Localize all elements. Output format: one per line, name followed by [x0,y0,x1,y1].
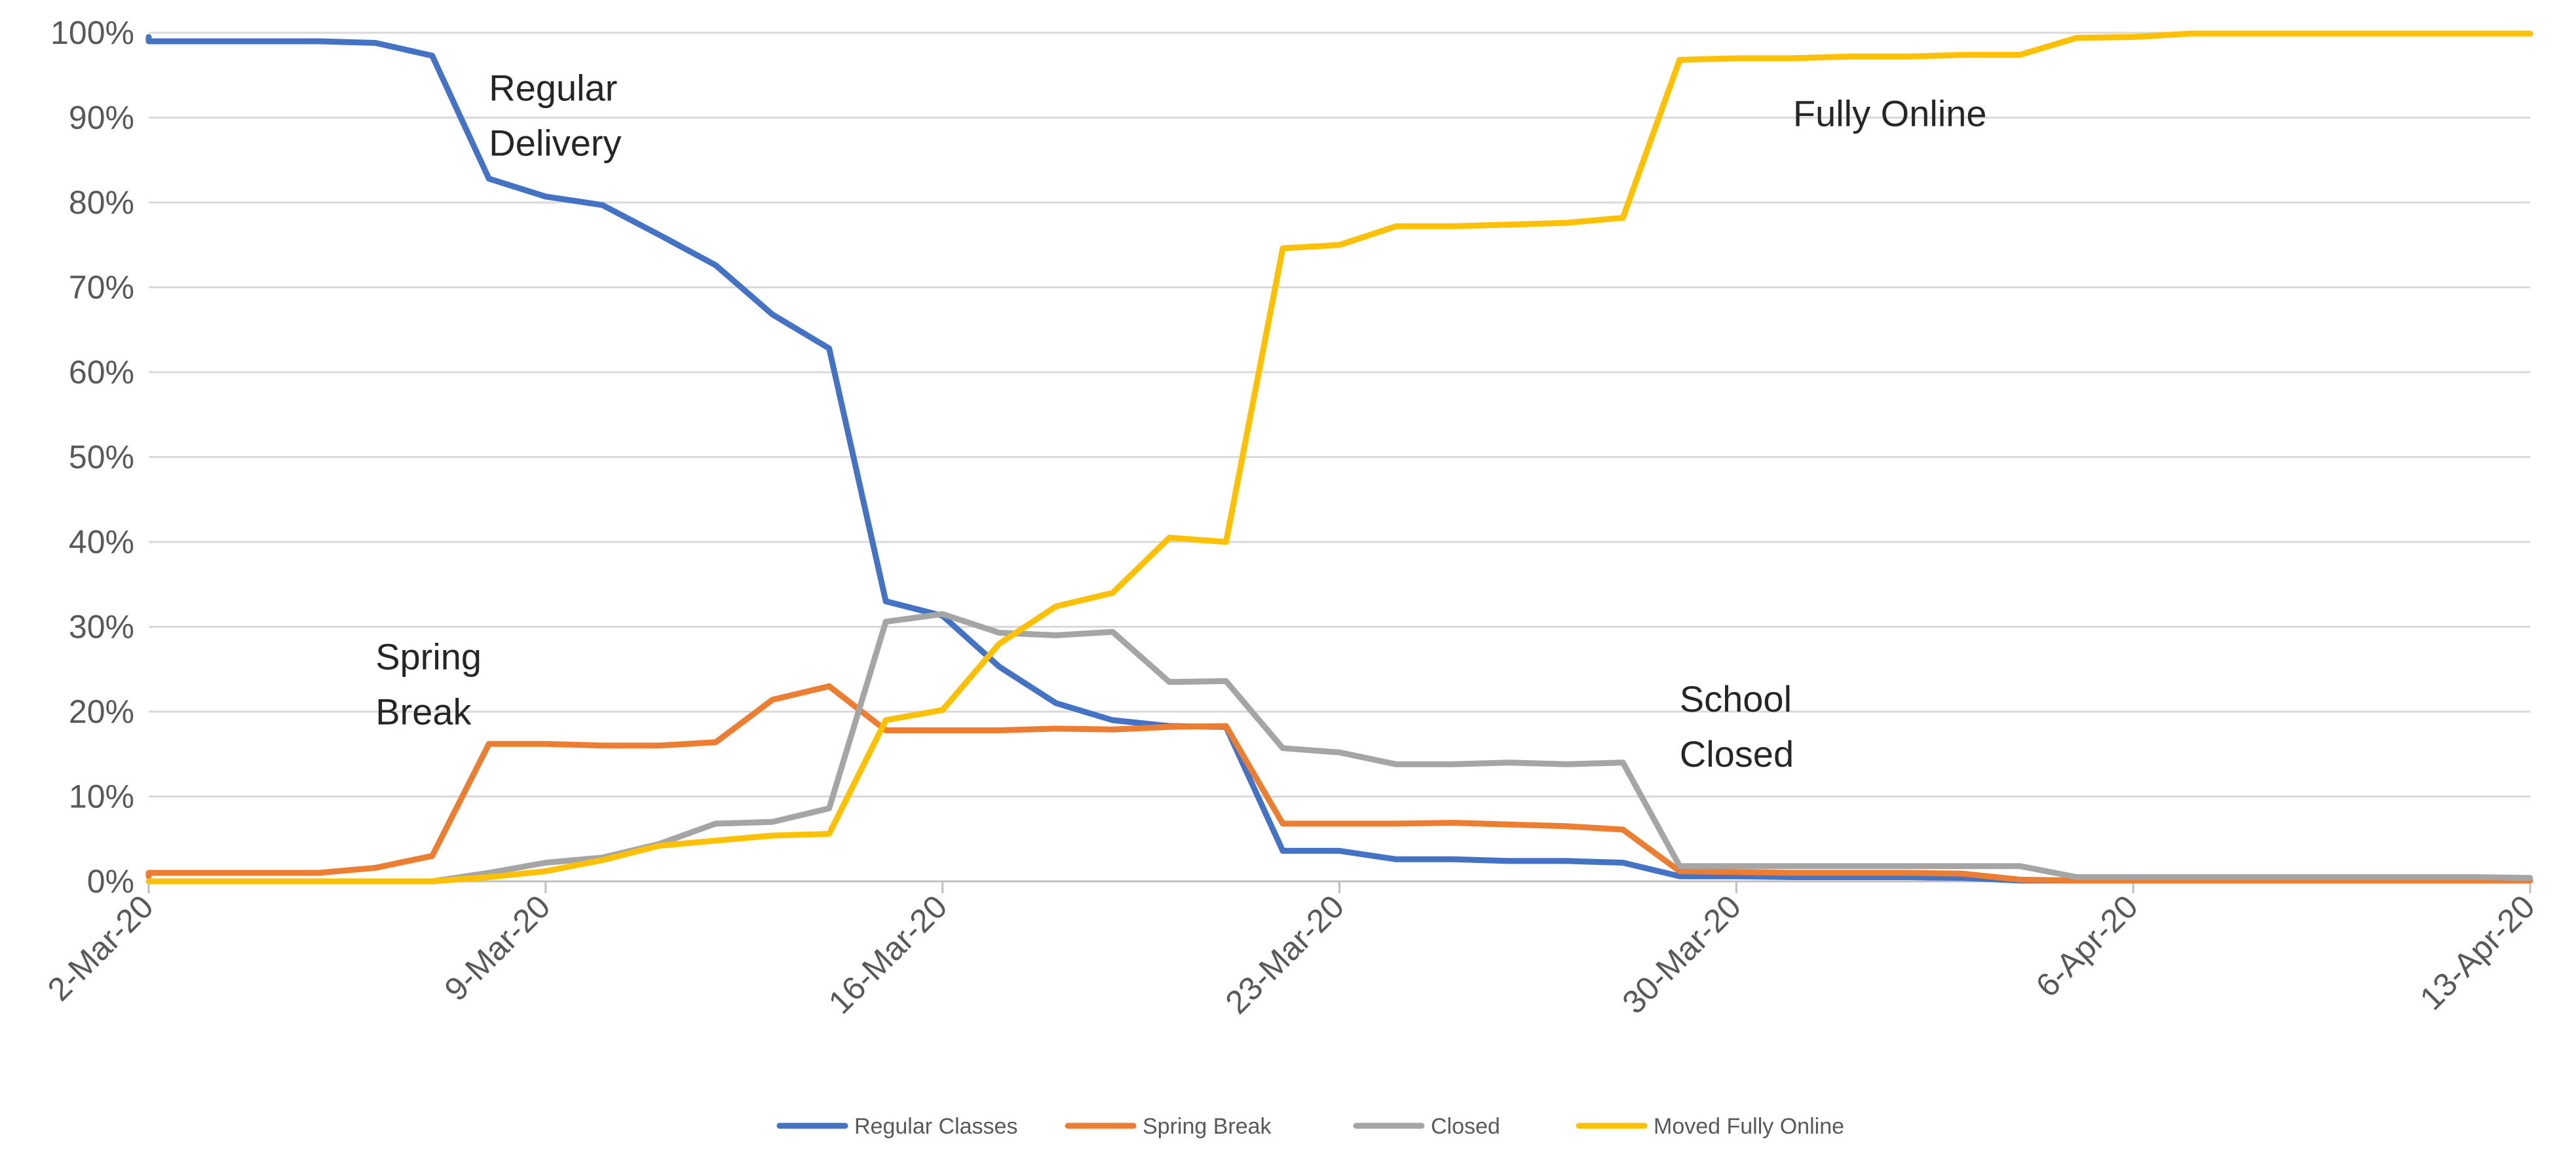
legend-label: Regular Classes [854,1114,1017,1139]
annotation-school-closed: School Closed [1680,678,1794,775]
annotation-regular-delivery: Regular Delivery [489,67,621,164]
legend: Regular Classes Spring Break Closed Moved F… [776,1114,1844,1139]
y-tick-label: 10% [69,778,134,815]
y-tick-label: 90% [69,100,134,136]
x-tick-label: 6-Apr-20 [2029,888,2145,1004]
y-axis-tick-labels: 0% 10% 20% 30% 40% 50% 60% 70% 80% 90% 100% [50,14,134,900]
series-line-closed [145,611,2533,885]
gridlines [149,31,2530,797]
series-line-spring-break [145,683,2533,884]
y-tick-label: 60% [69,354,134,391]
legend-item-regular-classes: Regular Classes [776,1114,1017,1139]
y-tick-label: 40% [69,524,134,560]
y-tick-label: 100% [50,14,134,51]
x-tick-label: 9-Mar-20 [438,888,558,1008]
legend-item-closed: Closed [1353,1114,1500,1139]
legend-label: Closed [1431,1114,1500,1139]
annotations: Regular Delivery Spring Break Fully Online Sc… [375,67,1986,775]
y-tick-label: 0% [87,863,134,900]
x-tick-label: 2-Mar-20 [41,888,161,1008]
x-axis-tick-labels: 2-Mar-20 9-Mar-20 16-Mar-20 23-Mar-20 30-Mar… [41,881,2542,1021]
y-tick-label: 30% [69,609,134,645]
y-tick-label: 50% [69,439,134,476]
legend-label: Moved Fully Online [1654,1114,1844,1139]
x-tick-label: 16-Mar-20 [822,888,955,1021]
x-tick-label: 13-Apr-20 [2413,888,2542,1017]
annotation-fully-online: Fully Online [1793,92,1987,134]
y-tick-label: 80% [69,184,134,221]
annotation-spring-break: Spring Break [375,636,482,732]
legend-label: Spring Break [1143,1114,1272,1139]
y-tick-label: 70% [69,269,134,306]
legend-item-spring-break: Spring Break [1065,1114,1272,1139]
legend-item-moved-fully-online: Moved Fully Online [1576,1114,1844,1139]
x-tick-label: 30-Mar-20 [1615,888,1748,1021]
y-tick-label: 20% [69,693,134,730]
series-line-moved-fully-online [145,30,2533,885]
series-lines [145,30,2533,885]
x-tick-label: 23-Mar-20 [1219,888,1352,1021]
